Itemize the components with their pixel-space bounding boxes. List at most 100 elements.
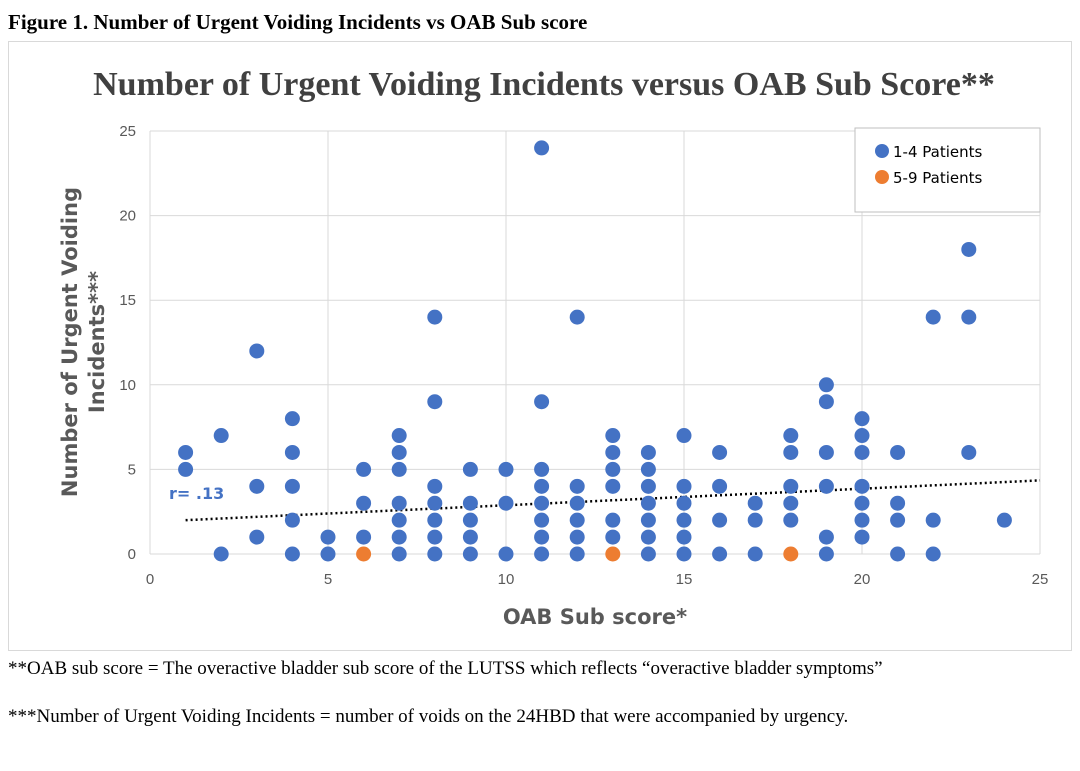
data-point [818, 546, 834, 562]
data-point [569, 546, 585, 562]
data-point [925, 512, 941, 528]
data-point [249, 343, 265, 359]
data-point [569, 309, 585, 325]
data-point [961, 241, 977, 257]
data-point [854, 529, 870, 545]
data-point [676, 529, 692, 545]
data-point [640, 546, 656, 562]
data-point [213, 546, 229, 562]
data-point [498, 495, 514, 511]
data-point [640, 444, 656, 460]
data-point [747, 512, 763, 528]
data-point [534, 478, 550, 494]
data-point [747, 546, 763, 562]
x-tick-label: 15 [676, 571, 693, 588]
data-point [569, 529, 585, 545]
data-point [676, 546, 692, 562]
y-tick-label: 0 [128, 546, 136, 563]
tick-labels: 0 5 10 15 20 25 0 5 10 15 20 25 [119, 123, 1048, 588]
data-point [640, 461, 656, 477]
data-point [818, 478, 834, 494]
data-point [890, 546, 906, 562]
data-point [747, 495, 763, 511]
data-point [605, 529, 621, 545]
y-axis-title: Number of Urgent Voiding Incidents*** [58, 187, 109, 497]
figure-caption: Figure 1. Number of Urgent Voiding Incid… [8, 10, 588, 34]
data-point [605, 512, 621, 528]
x-tick-label: 0 [146, 571, 154, 588]
data-point [249, 529, 265, 545]
data-point [783, 444, 799, 460]
x-axis-title: OAB Sub score* [503, 605, 687, 629]
series-1-4-patients [178, 140, 1012, 562]
data-point [391, 512, 407, 528]
data-point [462, 512, 478, 528]
data-point [676, 512, 692, 528]
legend-marker-5-9-patients [875, 170, 889, 184]
data-point [534, 512, 550, 528]
data-point [534, 461, 550, 477]
data-point [356, 495, 372, 511]
legend-label-5-9-patients: 5-9 Patients [893, 169, 982, 187]
data-point [712, 512, 728, 528]
data-point [569, 495, 585, 511]
data-point [391, 444, 407, 460]
data-point [178, 461, 194, 477]
data-point [783, 428, 799, 444]
data-point [925, 546, 941, 562]
correlation-annotation: r= .13 [169, 484, 224, 503]
data-point [284, 478, 300, 494]
chart-frame: Number of Urgent Voiding Incidents versu… [8, 41, 1072, 651]
data-points [178, 140, 1012, 562]
data-point [783, 495, 799, 511]
data-point [605, 444, 621, 460]
data-point [534, 546, 550, 562]
data-point [462, 529, 478, 545]
data-point [498, 461, 514, 477]
scatter-chart: Number of Urgent Voiding Incidents versu… [58, 66, 1048, 629]
data-point [854, 495, 870, 511]
data-point [569, 512, 585, 528]
data-point [996, 512, 1012, 528]
data-point [818, 444, 834, 460]
data-point [284, 512, 300, 528]
data-point [640, 495, 656, 511]
y-tick-label: 20 [119, 208, 136, 225]
data-point [320, 529, 336, 545]
data-point [605, 546, 621, 562]
data-point [925, 309, 941, 325]
legend-marker-1-4-patients [875, 144, 889, 158]
data-point [213, 428, 229, 444]
data-point [676, 478, 692, 494]
y-tick-label: 10 [119, 377, 136, 394]
data-point [284, 411, 300, 427]
data-point [854, 512, 870, 528]
data-point [462, 495, 478, 511]
data-point [462, 461, 478, 477]
data-point [427, 309, 443, 325]
x-tick-label: 5 [324, 571, 332, 588]
data-point [640, 478, 656, 494]
data-point [427, 512, 443, 528]
data-point [783, 478, 799, 494]
chart-title: Number of Urgent Voiding Incidents versu… [93, 66, 995, 103]
footnote-urgent-voiding: ***Number of Urgent Voiding Incidents = … [8, 706, 849, 727]
data-point [534, 140, 550, 156]
x-tick-label: 25 [1032, 571, 1049, 588]
data-point [356, 461, 372, 477]
data-point [961, 444, 977, 460]
data-point [890, 512, 906, 528]
data-point [427, 495, 443, 511]
data-point [534, 495, 550, 511]
data-point [818, 394, 834, 410]
data-point [427, 394, 443, 410]
data-point [391, 529, 407, 545]
data-point [961, 309, 977, 325]
footnote-oab: **OAB sub score = The overactive bladder… [8, 658, 883, 679]
data-point [783, 546, 799, 562]
x-tick-label: 20 [854, 571, 871, 588]
series-5-9-patients [356, 546, 799, 562]
data-point [427, 529, 443, 545]
data-point [783, 512, 799, 528]
data-point [605, 478, 621, 494]
